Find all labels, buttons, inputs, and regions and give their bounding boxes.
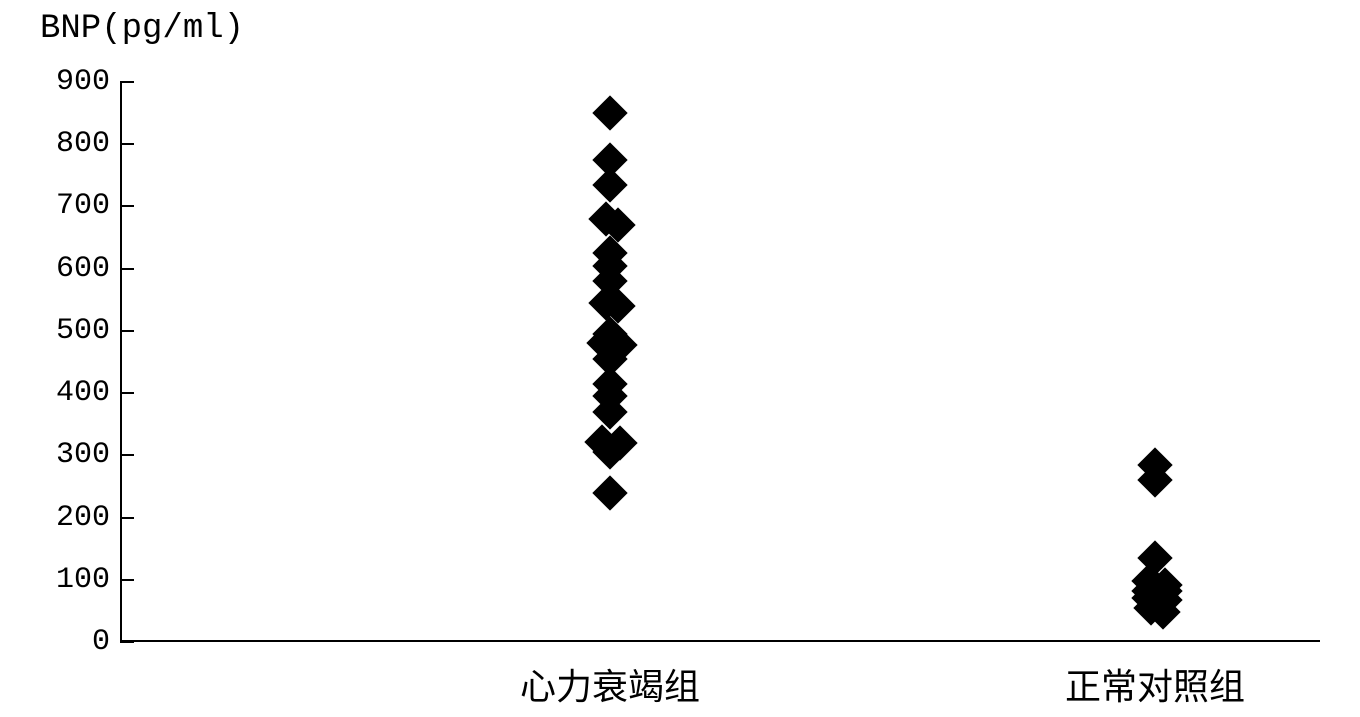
y-tick-mark [120, 268, 134, 270]
y-tick-label: 0 [30, 625, 110, 659]
y-tick-mark [120, 517, 134, 519]
y-tick-mark [120, 143, 134, 145]
y-axis-title: BNP(pg/ml) [40, 10, 244, 48]
y-tick-mark [120, 81, 134, 83]
y-tick-label: 200 [30, 501, 110, 535]
y-tick-label: 400 [30, 376, 110, 410]
y-tick-mark [120, 330, 134, 332]
y-tick-label: 600 [30, 252, 110, 286]
x-category-label: 心力衰竭组 [500, 658, 720, 710]
y-tick-mark [120, 205, 134, 207]
y-tick-label: 100 [30, 563, 110, 597]
y-tick-label: 300 [30, 438, 110, 472]
bnp-scatter-chart: BNP(pg/ml) 0 100 200 300 400 500 600 700 800 900 心… [20, 10, 1340, 710]
x-category-label: 正常对照组 [1045, 658, 1265, 710]
y-tick-mark [120, 392, 134, 394]
y-tick-mark [120, 641, 134, 643]
y-tick-label: 800 [30, 127, 110, 161]
y-tick-mark [120, 579, 134, 581]
y-tick-label: 500 [30, 314, 110, 348]
y-tick-mark [120, 454, 134, 456]
y-tick-label: 900 [30, 65, 110, 99]
y-tick-label: 700 [30, 189, 110, 223]
